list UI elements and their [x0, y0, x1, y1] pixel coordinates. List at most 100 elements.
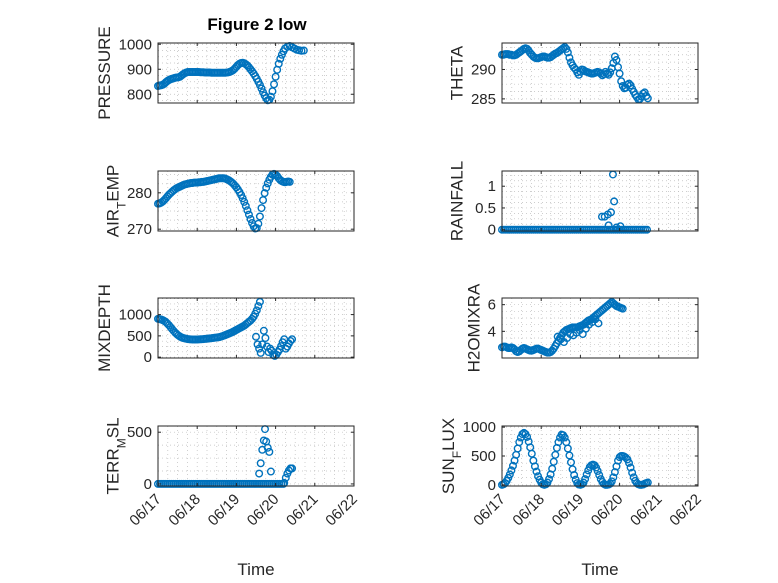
rainfall-data-point — [643, 225, 652, 234]
rainfall-data-point — [616, 222, 625, 231]
h2omixra-ylabel: H2OMIXRA — [465, 283, 484, 372]
theta-data-point — [563, 48, 572, 57]
theta-data-point — [612, 56, 621, 65]
sun-flux-data-point — [581, 475, 590, 484]
air-temp-axes-box — [157, 170, 355, 232]
rainfall-axes-box — [501, 170, 699, 232]
air-temp-data-point — [255, 212, 264, 221]
air-temp-data-point — [244, 210, 253, 219]
theta-data-point — [559, 44, 568, 53]
h2omixra-data-point — [594, 319, 603, 328]
air-temp-data-point — [246, 214, 255, 223]
air-temp-ytick-label: 270 — [127, 221, 152, 238]
sun-flux-data-point — [595, 471, 604, 480]
h2omixra-data-point — [618, 304, 627, 313]
theta-ylabel: THETA — [448, 45, 467, 100]
sun-flux-ytick-label: 0 — [488, 477, 496, 494]
air-temp-data-point — [257, 204, 266, 213]
mixdepth-data-point — [254, 302, 263, 311]
terr-msl-markers — [153, 425, 297, 488]
air-temp-data-point — [260, 189, 269, 198]
h2omixra-markers — [498, 298, 627, 357]
sun-flux-data-point — [530, 462, 539, 471]
pressure-ytick-label: 900 — [127, 61, 152, 78]
rainfall-data-point — [606, 208, 615, 217]
sun-flux-data-point — [607, 477, 616, 486]
rainfall-data-point — [610, 197, 619, 206]
terr-msl-data-point — [281, 473, 290, 482]
pressure-data-point — [276, 54, 285, 63]
theta-data-point — [615, 69, 624, 78]
terr-msl-ylabel: TERRMSL — [104, 417, 129, 494]
theta-ytick-label: 290 — [471, 61, 496, 78]
sun-flux-data-point — [545, 475, 554, 484]
pressure-data-point — [257, 84, 266, 93]
sun-flux-ylabel: SUNFLUX — [439, 418, 464, 494]
theta-data-point — [606, 68, 615, 77]
theta-ytick-label: 285 — [471, 91, 496, 108]
mixdepth-data-point — [259, 326, 268, 335]
pressure-ytick-label: 800 — [127, 86, 152, 103]
mixdepth-data-point — [286, 336, 295, 345]
rainfall-panel: 0 0.5 1 RAINFALL — [448, 161, 699, 241]
air-temp-data-point — [254, 219, 263, 228]
theta-data-point — [623, 80, 632, 89]
mixdepth-data-point — [253, 340, 262, 349]
terr-msl-ytick-label: 0 — [144, 476, 152, 493]
terr-msl-data-point — [255, 469, 264, 478]
terr-msl-data-point — [288, 464, 297, 473]
pressure-data-point — [271, 72, 280, 81]
terr-msl-axes-box — [157, 425, 355, 487]
air-temp-data-point — [238, 194, 247, 203]
rainfall-ytick-label: 0 — [488, 222, 496, 239]
mixdepth-data-point — [251, 332, 260, 341]
pressure-ylabel: PRESSURE — [95, 26, 114, 120]
mixdepth-data-point — [255, 297, 264, 306]
mixdepth-markers — [153, 297, 297, 360]
terr-msl-data-point — [265, 447, 274, 456]
mixdepth-axes-box — [157, 297, 355, 359]
pressure-data-point — [268, 87, 277, 96]
air-temp-data-point — [243, 206, 252, 215]
pressure-data-point — [266, 92, 275, 101]
mixdepth-data-point — [252, 306, 261, 315]
sun-flux-data-point — [582, 470, 591, 479]
sun-flux-xlabel: Time — [581, 560, 618, 579]
mixdepth-data-point — [258, 340, 267, 349]
terr-msl-data-point — [263, 443, 272, 452]
mixdepth-data-point — [266, 344, 275, 353]
theta-axes-box — [501, 42, 699, 104]
sun-flux-data-point — [570, 471, 579, 480]
terr-msl-ytick-label: 500 — [127, 424, 152, 441]
terr-msl-xlabel: Time — [237, 560, 274, 579]
sun-flux-data-point — [507, 466, 516, 475]
sun-flux-data-point — [515, 438, 524, 447]
pressure-axes-box — [157, 42, 355, 104]
sun-flux-ytick-label: 500 — [471, 448, 496, 465]
sun-flux-data-point — [560, 433, 569, 442]
rainfall-ylabel: RAINFALL — [448, 161, 467, 241]
mixdepth-ylabel: MIXDEPTH — [95, 284, 114, 372]
sun-flux-data-point — [628, 468, 637, 477]
air-temp-data-point — [263, 179, 272, 188]
mixdepth-panel: 0 500 1000 MIXDEPTH — [95, 284, 355, 372]
h2omixra-axes-box — [501, 297, 699, 359]
terr-msl-data-point — [266, 467, 275, 476]
air-temp-data-point — [285, 177, 294, 186]
pressure-ytick-label: 1000 — [119, 36, 152, 53]
mixdepth-ytick-label: 500 — [127, 328, 152, 345]
rainfall-data-point — [604, 221, 613, 230]
air-temp-data-point — [241, 201, 250, 210]
mixdepth-ytick-label: 0 — [144, 349, 152, 366]
sun-flux-data-point — [523, 432, 532, 441]
theta-data-point — [565, 53, 574, 62]
sun-flux-data-point — [505, 470, 514, 479]
sun-flux-ytick-label: 1000 — [463, 419, 496, 436]
pressure-data-point — [270, 80, 279, 89]
sun-flux-markers — [498, 428, 652, 489]
terr-msl-data-point — [256, 459, 265, 468]
